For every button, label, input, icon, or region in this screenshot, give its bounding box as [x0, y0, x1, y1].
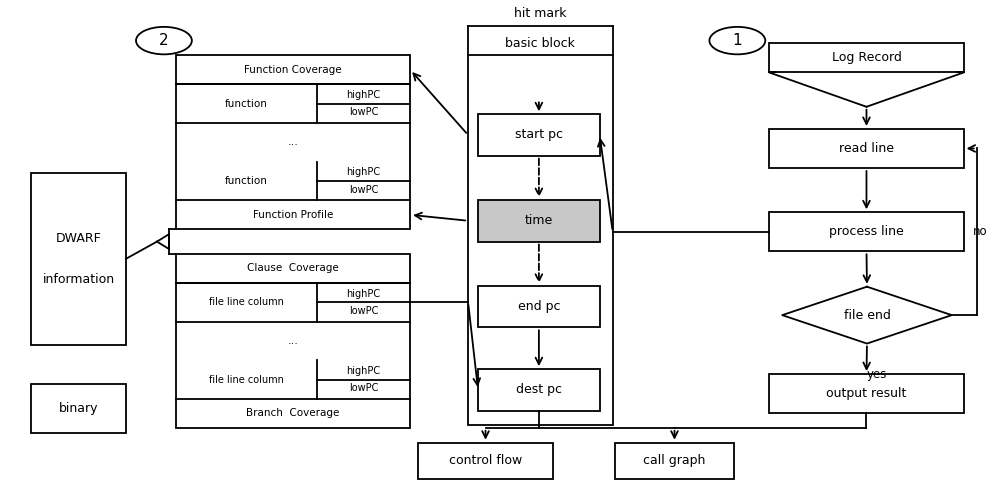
Text: highPC: highPC [346, 289, 380, 299]
Text: control flow: control flow [449, 455, 522, 467]
Text: Log Record: Log Record [832, 51, 901, 64]
Text: no: no [973, 225, 988, 238]
FancyBboxPatch shape [615, 443, 734, 479]
FancyBboxPatch shape [468, 55, 613, 425]
Text: ...: ... [288, 138, 299, 147]
Text: Clause  Coverage: Clause Coverage [247, 263, 339, 273]
FancyBboxPatch shape [478, 286, 600, 327]
FancyBboxPatch shape [31, 384, 126, 433]
Text: output result: output result [826, 387, 907, 400]
Text: hit mark: hit mark [514, 7, 566, 20]
FancyBboxPatch shape [769, 43, 964, 72]
Text: read line: read line [839, 142, 894, 155]
Text: 2: 2 [159, 33, 169, 48]
Text: ...: ... [288, 336, 299, 346]
FancyBboxPatch shape [478, 114, 600, 156]
FancyBboxPatch shape [478, 369, 600, 411]
Text: basic block: basic block [505, 36, 575, 50]
Text: end pc: end pc [518, 300, 560, 313]
Text: lowPC: lowPC [349, 184, 378, 195]
Text: file line column: file line column [209, 297, 284, 307]
Text: 1: 1 [733, 33, 742, 48]
Text: highPC: highPC [346, 366, 380, 376]
FancyBboxPatch shape [769, 212, 964, 251]
FancyBboxPatch shape [31, 173, 126, 345]
Text: call graph: call graph [643, 455, 706, 467]
Text: information: information [43, 273, 115, 286]
Text: lowPC: lowPC [349, 306, 378, 316]
Text: Branch  Coverage: Branch Coverage [246, 408, 340, 419]
Text: binary: binary [59, 402, 98, 415]
FancyBboxPatch shape [418, 443, 553, 479]
Text: function: function [225, 99, 268, 108]
Text: file line column: file line column [209, 375, 284, 385]
FancyBboxPatch shape [478, 200, 600, 242]
FancyBboxPatch shape [769, 129, 964, 168]
Text: time: time [525, 214, 553, 227]
Text: lowPC: lowPC [349, 383, 378, 393]
Text: function: function [225, 176, 268, 186]
FancyBboxPatch shape [769, 374, 964, 413]
Text: Function Coverage: Function Coverage [244, 65, 342, 75]
FancyBboxPatch shape [176, 55, 410, 229]
Text: Function Profile: Function Profile [253, 210, 333, 220]
FancyBboxPatch shape [176, 254, 410, 428]
Text: file end: file end [844, 309, 890, 321]
Text: highPC: highPC [346, 168, 380, 177]
Text: dest pc: dest pc [516, 384, 562, 396]
Text: DWARF: DWARF [56, 232, 102, 245]
Text: highPC: highPC [346, 90, 380, 100]
Text: yes: yes [867, 368, 887, 382]
Text: process line: process line [829, 225, 904, 238]
Text: lowPC: lowPC [349, 107, 378, 117]
Text: start pc: start pc [515, 129, 563, 141]
